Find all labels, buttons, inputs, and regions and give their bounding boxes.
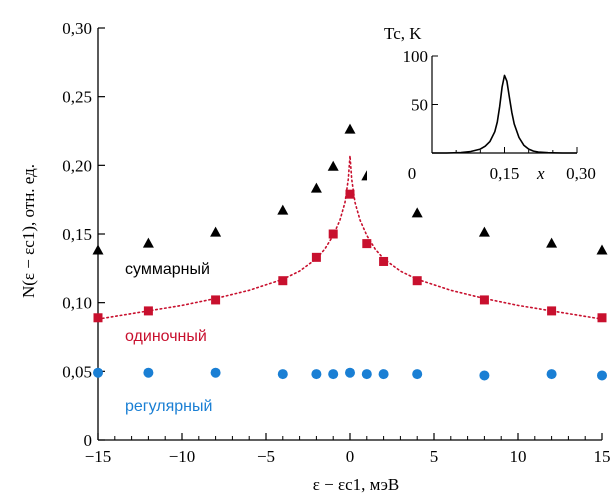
single-point <box>311 252 321 262</box>
regular-point <box>311 369 322 380</box>
x-tick-label: −15 <box>85 447 112 466</box>
inset-x-tick-label: 0 <box>408 164 417 183</box>
single-point <box>597 313 607 323</box>
x-tick-label: 5 <box>430 447 439 466</box>
inset-title: Tc, K <box>384 24 422 43</box>
x-tick-label: 10 <box>510 447 527 466</box>
single-point <box>479 295 489 305</box>
y-tick-label: 0,30 <box>62 19 92 38</box>
total-point <box>142 237 154 248</box>
total-point <box>327 160 339 171</box>
regular-point <box>143 367 154 378</box>
regular-point <box>210 367 221 378</box>
inset-x-axis-label: x <box>536 164 545 183</box>
single-point <box>278 276 288 286</box>
single-point <box>328 229 338 239</box>
series-label-regular: регулярный <box>125 398 212 415</box>
regular-point <box>361 369 372 380</box>
total-point <box>310 182 322 193</box>
fit-curve <box>97 155 603 320</box>
total-point <box>411 207 423 218</box>
total-point <box>210 226 222 237</box>
single-point <box>362 239 372 249</box>
single-point <box>143 306 153 316</box>
y-tick-label: 0,10 <box>62 294 92 313</box>
regular-point <box>412 369 423 380</box>
single-point <box>345 189 355 199</box>
inset-chart: 50 100 0 0,15 0,30 x Tc, K <box>367 16 602 203</box>
regular-point <box>93 367 103 378</box>
single-point <box>211 295 221 305</box>
y-tick-label: 0,20 <box>62 156 92 175</box>
x-axis-label: ε − εc1, мэВ <box>313 475 400 494</box>
total-point <box>478 226 490 237</box>
series-label-total: суммарный <box>125 261 210 278</box>
y-tick-label: 0,25 <box>62 88 92 107</box>
single-point <box>93 313 103 323</box>
inset-background <box>367 16 602 203</box>
total-point <box>546 237 558 248</box>
inset-tc-curve <box>432 74 577 154</box>
regular-point <box>345 367 355 378</box>
x-tick-label: 0 <box>346 447 355 466</box>
x-tick-label: 15 <box>594 447 611 466</box>
regular-point <box>277 369 288 380</box>
regular-point <box>328 369 339 380</box>
main-axes: 0 0,05 0,10 0,15 0,20 0,25 0,30 −15 −10 −5 0 5 10 15 <box>62 19 610 466</box>
inset-x-tick-label: 0,30 <box>566 164 596 183</box>
x-tick-label: −10 <box>169 447 196 466</box>
y-tick-label: 0 <box>84 431 93 450</box>
regular-point <box>378 369 389 380</box>
inset-y-tick-label: 50 <box>411 96 428 115</box>
y-tick-label: 0,15 <box>62 225 92 244</box>
single-point <box>379 256 389 266</box>
single-point <box>412 276 422 286</box>
total-point <box>596 244 608 255</box>
series-label-single: одиночный <box>125 328 207 345</box>
inset-y-tick-label: 100 <box>403 47 429 66</box>
inset-x-tick-label: 0,15 <box>490 164 520 183</box>
regular-point <box>479 370 490 381</box>
total-point <box>344 123 356 134</box>
y-axis-label: N(ε − εc1), отн. ед. <box>19 164 38 298</box>
main-labels: ε − εc1, мэВ N(ε − εc1), отн. ед. суммар… <box>19 164 399 494</box>
y-tick-label: 0,05 <box>62 362 92 381</box>
x-tick-label: −5 <box>257 447 275 466</box>
main-data <box>92 123 608 381</box>
total-point <box>92 244 104 255</box>
regular-point <box>597 370 607 381</box>
regular-point <box>546 369 557 380</box>
total-point <box>277 204 289 215</box>
single-point <box>547 306 557 316</box>
